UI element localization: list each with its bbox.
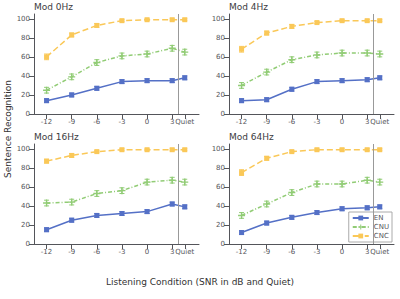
svg-text:CNC: CNC [374,232,389,240]
svg-text:-9: -9 [68,118,75,126]
svg-text:60: 60 [216,53,225,61]
svg-text:20: 20 [21,91,30,99]
svg-text:-6: -6 [93,248,101,256]
svg-text:100: 100 [17,145,30,153]
svg-text:Listening Condition (SNR in dB: Listening Condition (SNR in dB and Quiet… [106,277,294,287]
svg-text:-3: -3 [118,248,125,256]
svg-text:-6: -6 [288,118,296,126]
svg-text:-3: -3 [313,118,320,126]
svg-text:-12: -12 [41,118,52,126]
svg-text:EN: EN [374,214,384,222]
svg-text:-6: -6 [93,118,101,126]
svg-text:40: 40 [216,72,225,80]
svg-text:0: 0 [145,248,149,256]
svg-text:0: 0 [340,118,344,126]
svg-text:-9: -9 [263,248,270,256]
svg-text:0: 0 [145,118,149,126]
svg-text:-9: -9 [68,248,75,256]
svg-text:40: 40 [216,202,225,210]
svg-text:80: 80 [21,164,30,172]
svg-text:Quiet: Quiet [370,248,389,256]
svg-text:-12: -12 [236,248,247,256]
svg-text:60: 60 [21,53,30,61]
svg-text:Mod 4Hz: Mod 4Hz [229,2,268,12]
svg-text:0: 0 [340,248,344,256]
svg-text:20: 20 [21,221,30,229]
svg-text:CNU: CNU [374,223,389,231]
svg-text:40: 40 [21,72,30,80]
svg-text:100: 100 [212,145,225,153]
svg-text:40: 40 [21,202,30,210]
svg-text:Mod 0Hz: Mod 0Hz [34,2,73,12]
svg-text:80: 80 [21,34,30,42]
svg-text:100: 100 [17,15,30,23]
svg-text:3: 3 [170,248,174,256]
svg-text:0: 0 [26,240,30,248]
svg-text:0: 0 [26,110,30,118]
svg-text:-12: -12 [41,248,52,256]
svg-text:-9: -9 [263,118,270,126]
svg-text:-12: -12 [236,118,247,126]
svg-text:100: 100 [212,15,225,23]
svg-text:Mod 64Hz: Mod 64Hz [229,132,274,142]
svg-text:20: 20 [216,91,225,99]
svg-text:Quiet: Quiet [175,248,194,256]
svg-text:-3: -3 [313,248,320,256]
svg-text:80: 80 [216,34,225,42]
svg-text:Sentence Recognition: Sentence Recognition [3,80,13,178]
svg-text:0: 0 [221,240,225,248]
svg-text:0: 0 [221,110,225,118]
svg-text:-6: -6 [288,248,296,256]
svg-text:-3: -3 [118,118,125,126]
svg-text:3: 3 [365,248,369,256]
svg-text:Quiet: Quiet [175,118,194,126]
svg-text:80: 80 [216,164,225,172]
svg-text:3: 3 [170,118,174,126]
svg-text:60: 60 [21,183,30,191]
svg-text:20: 20 [216,221,225,229]
svg-text:3: 3 [365,118,369,126]
svg-text:60: 60 [216,183,225,191]
svg-text:Quiet: Quiet [370,118,389,126]
svg-text:Mod 16Hz: Mod 16Hz [34,132,79,142]
